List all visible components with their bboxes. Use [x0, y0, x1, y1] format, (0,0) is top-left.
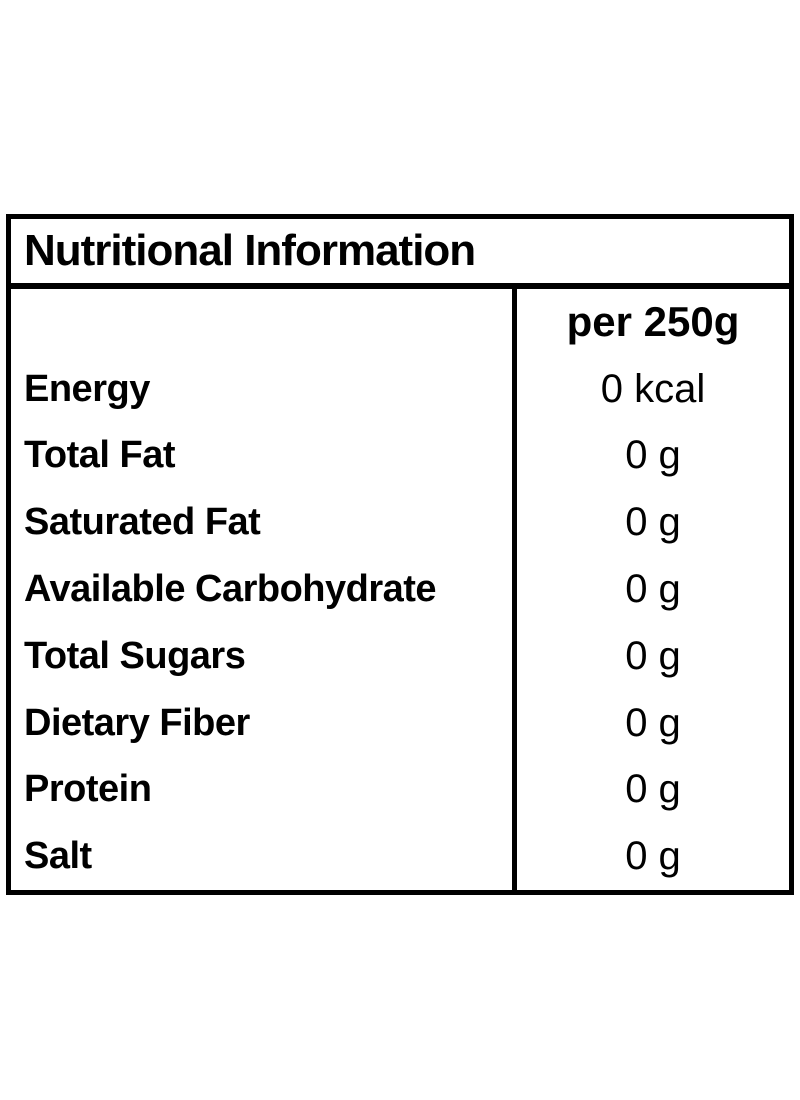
row-value: 0 g	[625, 700, 681, 745]
row-label: Saturated Fat	[11, 489, 517, 557]
row-value: 0 g	[625, 500, 681, 545]
column-header-row: per 250g	[11, 289, 789, 356]
row-value: 0 g	[625, 566, 681, 611]
table-row: Protein 0 g	[11, 756, 789, 824]
column-header: per 250g	[566, 298, 740, 346]
row-label: Total Fat	[11, 422, 517, 490]
table-row: Total Sugars 0 g	[11, 622, 789, 690]
table-row: Available Carbohydrate 0 g	[11, 556, 789, 623]
row-value: 0 g	[625, 633, 681, 678]
row-label: Protein	[11, 756, 517, 824]
empty-header-cell	[11, 289, 517, 356]
row-label: Energy	[11, 355, 517, 423]
table-row: Total Fat 0 g	[11, 422, 789, 490]
nutrition-table: Nutritional Information per 250g Energy …	[6, 214, 794, 895]
row-value: 0 kcal	[600, 366, 706, 411]
row-value: 0 g	[625, 433, 681, 478]
table-row: Salt 0 g	[11, 823, 789, 890]
table-body: per 250g Energy 0 kcal Total Fat 0 g Sat…	[11, 289, 789, 890]
table-title: Nutritional Information	[11, 219, 789, 289]
row-label: Total Sugars	[11, 622, 517, 690]
row-value: 0 g	[625, 834, 681, 879]
row-value: 0 g	[625, 767, 681, 812]
row-label: Salt	[11, 823, 517, 890]
table-row: Energy 0 kcal	[11, 355, 789, 423]
table-row: Saturated Fat 0 g	[11, 489, 789, 557]
table-row: Dietary Fiber 0 g	[11, 689, 789, 757]
row-label: Dietary Fiber	[11, 689, 517, 757]
row-label: Available Carbohydrate	[11, 556, 517, 623]
